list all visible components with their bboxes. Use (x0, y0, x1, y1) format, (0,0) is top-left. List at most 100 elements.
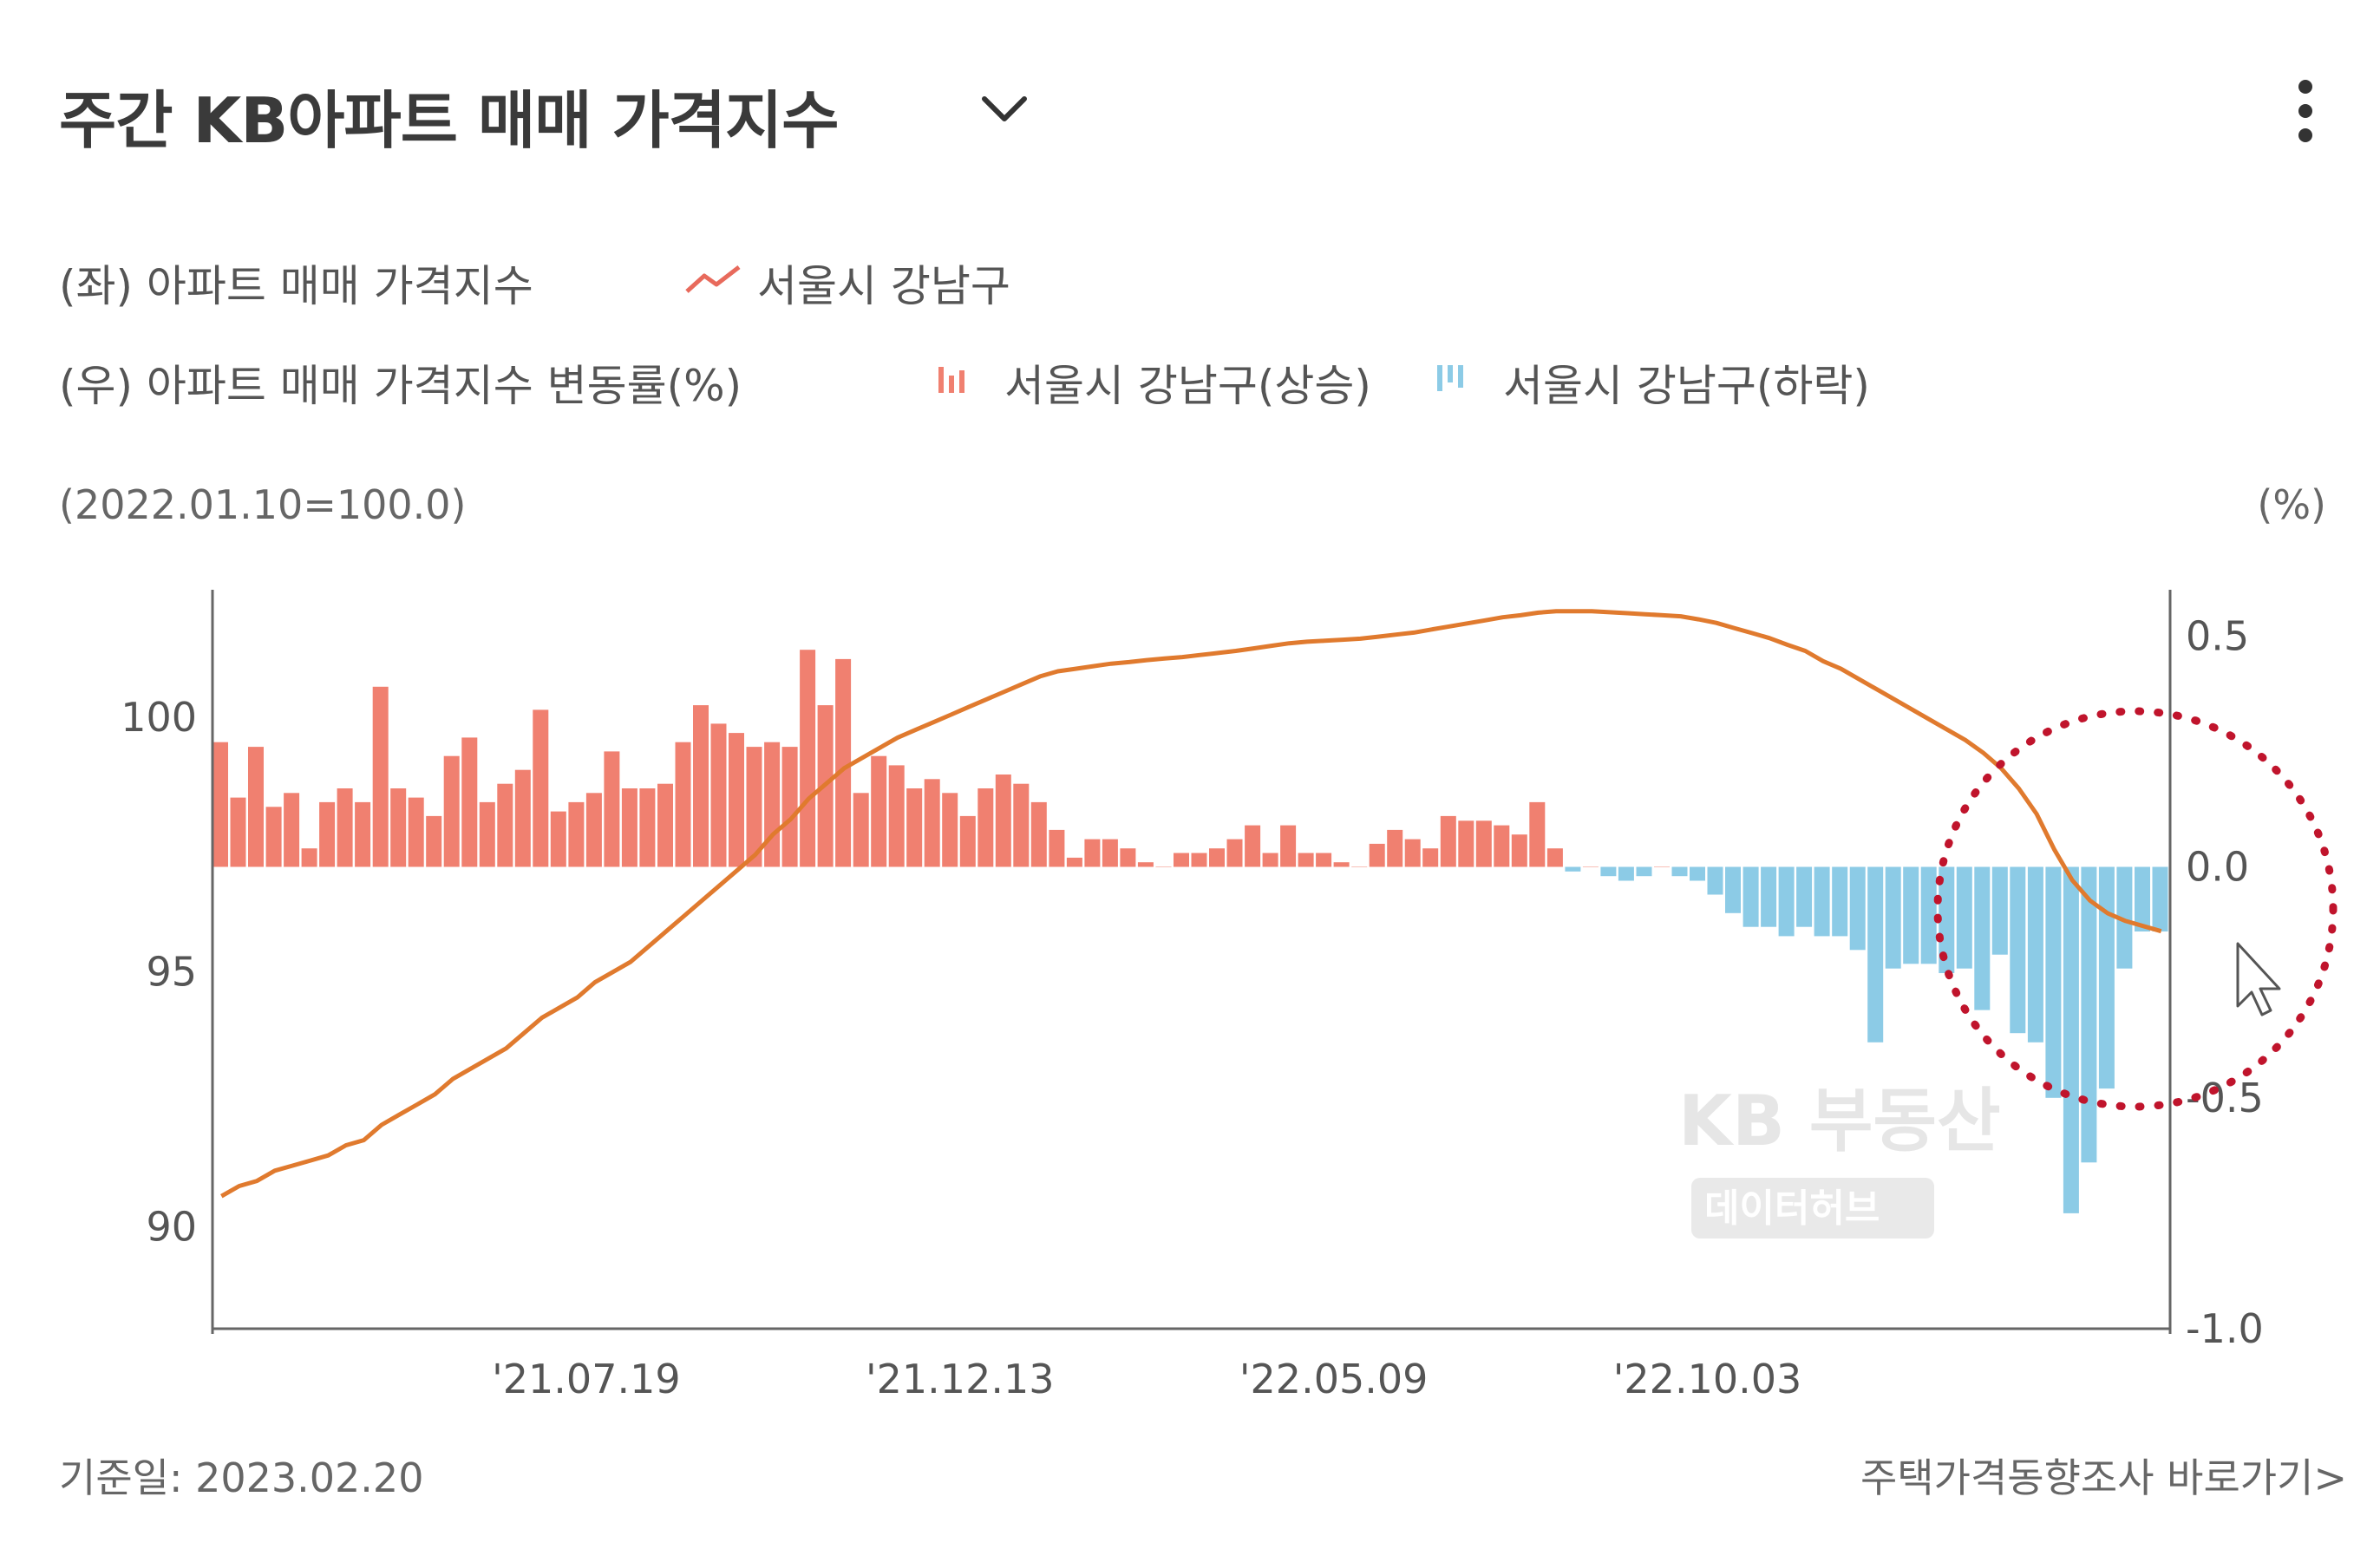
axes (211, 590, 2172, 1334)
bar-up (390, 788, 407, 867)
bar-down (1707, 866, 1723, 895)
down-bar-legend-icon (1437, 365, 1463, 391)
bar-down (2010, 866, 2026, 1034)
bar-down (2116, 866, 2133, 969)
bar-up (1511, 834, 1527, 867)
bar-up (1440, 815, 1456, 867)
bar-up (853, 793, 869, 867)
bar-up (1546, 848, 1563, 867)
bar-up (337, 788, 353, 867)
bar-up (781, 747, 798, 867)
left-axis-tick-label: 100 (121, 694, 197, 741)
bar-up (533, 709, 549, 867)
right-axis-tick-label: 0.5 (2186, 612, 2249, 659)
bar-down (1974, 866, 1991, 1010)
bar-down (1903, 866, 1919, 964)
bar-up (657, 783, 673, 867)
bar-up (1174, 853, 1189, 867)
bar-up (1458, 820, 1474, 867)
bar-up (1654, 866, 1670, 867)
up-bar-legend-icon (938, 367, 964, 393)
bar-up (1422, 848, 1439, 867)
watermark-text: KB 부동산 (1678, 1081, 2001, 1161)
up-series-legend: 서울시 강남구(상승) (1004, 361, 1371, 411)
bar-up (1351, 866, 1368, 867)
bar-down (1814, 866, 1830, 937)
bar-down (1761, 866, 1777, 927)
bar-down (1565, 866, 1581, 872)
x-axis-tick-label: '21.12.13 (866, 1356, 1055, 1402)
mouse-cursor-icon (2236, 942, 2281, 1016)
bar-up (497, 783, 513, 867)
chart-canvas: KB 부동산 데이터허브 90951000.50.0-0.5-1.0'21.07… (121, 590, 2338, 1402)
bar-down (2063, 866, 2079, 1213)
left-axis-tick-label: 95 (146, 949, 197, 996)
bar-up (871, 755, 887, 867)
price-index-line (220, 609, 2162, 1199)
bar-up (764, 742, 781, 867)
bar-up (888, 765, 905, 867)
bar-down (2081, 866, 2097, 1163)
watermark-badge (1691, 1178, 1934, 1239)
bar-up (550, 811, 566, 867)
bar-up (585, 793, 602, 867)
survey-link[interactable]: 주택가격동향조사 바로가기> (1860, 1447, 2347, 1504)
watermark-badge-text: 데이터허브 (1704, 1186, 1880, 1231)
bar-up (710, 723, 727, 867)
bar-up (1013, 783, 1030, 867)
bar-up (1387, 829, 1403, 867)
bar-up (212, 742, 228, 867)
bar-down (2045, 866, 2062, 1098)
bar-up (959, 815, 976, 867)
bar-down (1725, 866, 1741, 913)
left-axis-unit: (2022.01.10=100.0) (59, 481, 467, 528)
line-legend-icon (685, 265, 741, 293)
bar-up (1245, 825, 1261, 867)
bar-up (746, 747, 762, 867)
bar-down (1832, 866, 1848, 937)
bar-up (1030, 801, 1047, 867)
bar-up (1120, 848, 1136, 867)
bar-up (924, 779, 940, 867)
bar-up (906, 788, 923, 867)
bar-up (1529, 801, 1546, 867)
bar-up (426, 815, 442, 867)
bar-down (1600, 866, 1617, 877)
chevron-down-icon[interactable] (974, 80, 1035, 141)
bar-up (1475, 820, 1492, 867)
bar-up (1316, 853, 1332, 867)
bar-up (1209, 848, 1225, 867)
bar-down (1671, 866, 1688, 877)
bar-up (1226, 839, 1243, 867)
bar-up (729, 733, 744, 867)
bar-up (942, 793, 958, 867)
bar-down (2135, 866, 2150, 931)
bar-up (230, 797, 246, 867)
x-axis-tick-label: '22.05.09 (1239, 1356, 1429, 1402)
bar-up (568, 801, 585, 867)
bar-up (408, 797, 424, 867)
bar-down (1867, 866, 1884, 1042)
bar-up (1155, 866, 1172, 867)
bar-down (1920, 866, 1937, 964)
left-axis-legend-label: (좌) 아파트 매매 가격지수 (59, 261, 533, 311)
right-axis-legend-label: (우) 아파트 매매 가격지수 변동률(%) (59, 361, 742, 411)
bar-up (265, 807, 282, 867)
bar-up (675, 742, 691, 867)
bar-up (248, 747, 264, 867)
bar-up (1582, 866, 1599, 867)
bar-up (1369, 843, 1385, 867)
kebab-menu-icon[interactable] (2288, 68, 2323, 154)
bar-down (2098, 866, 2115, 1089)
right-axis-tick-label: -1.0 (2186, 1305, 2264, 1352)
line-series-legend: 서울시 강남구 (757, 261, 1010, 311)
bar-down (1939, 866, 1955, 973)
bar-up (1494, 825, 1510, 867)
bar-down (1742, 866, 1759, 927)
chevron-right-icon: > (2313, 1454, 2347, 1501)
bar-down (1636, 866, 1652, 877)
x-axis-tick-label: '21.07.19 (492, 1356, 681, 1402)
bar-down (1796, 866, 1813, 927)
bar-up (978, 788, 994, 867)
